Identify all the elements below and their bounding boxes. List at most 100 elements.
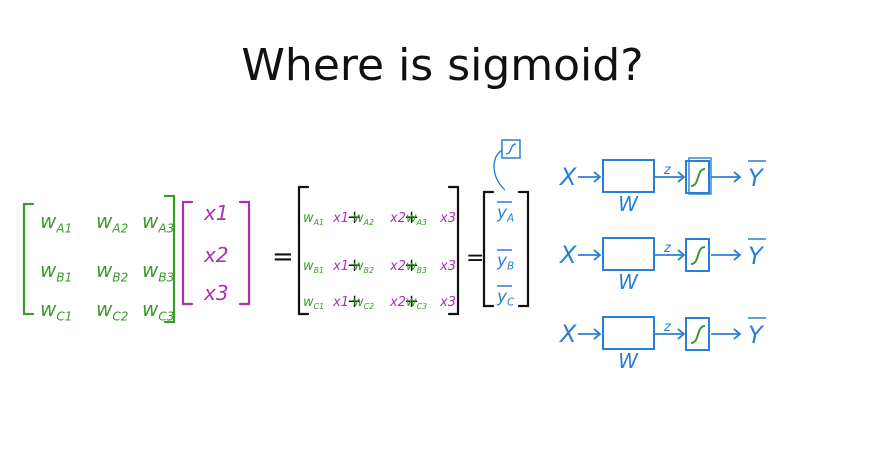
weight-cell-3-2-text: wC2 (96, 297, 128, 323)
weight-cell-3-1: wC1 (40, 297, 72, 323)
weight-cell-2-1-text: wB1 (40, 258, 72, 284)
net-row-1-output-y: Y (748, 164, 765, 192)
net-row-2-input-x: X (558, 241, 577, 269)
net-row-1-input-x: X (558, 163, 577, 191)
net-row-1-arrowhead-1 (593, 171, 602, 183)
product-weight-1-3: wA3 (406, 211, 427, 227)
weight-cell-2-3: wB3 (142, 258, 174, 284)
product-input-3-3: x3 (439, 295, 456, 310)
net-row-1-sigmoid-icon (690, 168, 706, 187)
product-weight-2-1: wB1 (303, 259, 324, 275)
product-weight-1-2: wA2 (353, 211, 374, 227)
weight-cell-2-2-text: wB2 (96, 258, 128, 284)
weight-cell-1-2: wA2 (96, 209, 128, 235)
product-input-2-2: x2 (389, 259, 406, 274)
product-weight-3-2: wC2 (353, 295, 374, 311)
product-plus-1-1: + (347, 207, 362, 228)
output-y3-text: yC (496, 287, 515, 309)
weight-cell-2-3-text: wB3 (142, 258, 174, 284)
output-sigmoid-pointer (493, 149, 506, 191)
net-row-1-sigmoid-box (685, 160, 710, 194)
net-row-1-weight-label: W (618, 192, 639, 216)
product-input-2-3: x3 (439, 259, 456, 274)
net-row-2-arrowhead-3 (733, 249, 742, 261)
net-row-1-arrowhead-2 (677, 171, 686, 183)
weight-cell-1-3-text: wA3 (142, 209, 174, 235)
net-row-2-weight-box (602, 237, 655, 271)
net-row-3-arrowhead-3 (733, 328, 742, 340)
net-row-1-arrowhead-3 (733, 171, 742, 183)
net-row-3-weight-box (602, 316, 655, 350)
net-row-2-arrowhead-2 (677, 249, 686, 261)
weight-cell-2-2: wB2 (96, 258, 128, 284)
product-input-1-2: x2 (389, 211, 406, 226)
net-row-3-output-y: Y (748, 321, 765, 349)
input-x3-text: x3 (203, 281, 229, 305)
net-row-3-weight-label: W (618, 349, 639, 373)
net-row-3-sigmoid-box (685, 317, 710, 351)
input-vector-left-bracket (181, 200, 194, 306)
product-matrix-left-bracket (297, 185, 310, 316)
product-weight-3-1: wC1 (303, 295, 324, 311)
output-vector-left-bracket (482, 190, 495, 308)
net-row-3-sigmoid-icon (690, 325, 706, 344)
weight-cell-3-3-text: wC3 (142, 297, 174, 323)
net-row-3-arrowhead-1 (593, 328, 602, 340)
weight-matrix-left-bracket (22, 202, 35, 316)
product-input-3-1: x1 (332, 295, 349, 310)
weight-matrix-right-bracket (163, 194, 176, 324)
net-row-1-weight-box (602, 159, 655, 193)
product-plus-3-1: + (347, 291, 362, 312)
output-y3: yC (496, 287, 515, 309)
product-plus-2-1: + (347, 255, 362, 276)
product-weight-2-3-text: wB3 (406, 259, 427, 275)
product-input-1-3: x3 (439, 211, 456, 226)
output-y1: yA (496, 203, 514, 225)
product-plus-2-2: + (404, 255, 419, 276)
weight-cell-1-3: wA3 (142, 209, 174, 235)
output-y2-text: yB (496, 251, 514, 273)
product-weight-3-3: wC3 (406, 295, 427, 311)
net-row-2-weight-label: W (618, 270, 639, 294)
product-plus-3-2: + (404, 291, 419, 312)
product-weight-2-3: wB3 (406, 259, 427, 275)
net-row-3-z-label: z (663, 320, 672, 335)
input-x3: x3 (203, 281, 229, 305)
product-input-1-1: x1 (332, 211, 349, 226)
product-weight-1-3-text: wA3 (406, 211, 427, 227)
equals-sign-2: = (466, 246, 484, 271)
input-x1-text: x1 (203, 201, 229, 225)
input-x2-text: x2 (203, 243, 229, 267)
product-input-2-1: x1 (332, 259, 349, 274)
equals-sign-1: = (272, 242, 294, 272)
weight-cell-1-1: wA1 (40, 209, 72, 235)
product-matrix-right-bracket (447, 185, 460, 316)
product-plus-1-2: + (404, 207, 419, 228)
net-row-3-input-x: X (558, 320, 577, 348)
input-vector-right-bracket (238, 200, 251, 306)
product-weight-2-2-text: wB2 (353, 259, 374, 275)
weight-cell-2-1: wB1 (40, 258, 72, 284)
output-sigmoid-icon (505, 143, 517, 155)
output-y1-text: yA (496, 203, 514, 225)
input-x1: x1 (203, 201, 229, 225)
output-sigmoid-box (501, 139, 521, 159)
net-row-2-z-label: z (663, 241, 672, 256)
net-row-1-sigmoid-box-outline (688, 157, 712, 195)
net-row-2-arrowhead-1 (593, 249, 602, 261)
input-x2: x2 (203, 243, 229, 267)
weight-cell-1-1-text: wA1 (40, 209, 72, 235)
product-weight-1-1-text: wA1 (303, 211, 324, 227)
net-row-2-output-y: Y (748, 242, 765, 270)
net-row-1-z-label: z (663, 163, 672, 178)
net-row-2-sigmoid-icon (690, 246, 706, 265)
weight-cell-1-2-text: wA2 (96, 209, 128, 235)
slide-title: Where is sigmoid? (241, 40, 644, 91)
weight-cell-3-3: wC3 (142, 297, 174, 323)
product-weight-1-2-text: wA2 (353, 211, 374, 227)
product-weight-2-1-text: wB1 (303, 259, 324, 275)
product-weight-3-3-text: wC3 (406, 295, 427, 311)
product-weight-3-1-text: wC1 (303, 295, 324, 311)
output-y2: yB (496, 251, 514, 273)
